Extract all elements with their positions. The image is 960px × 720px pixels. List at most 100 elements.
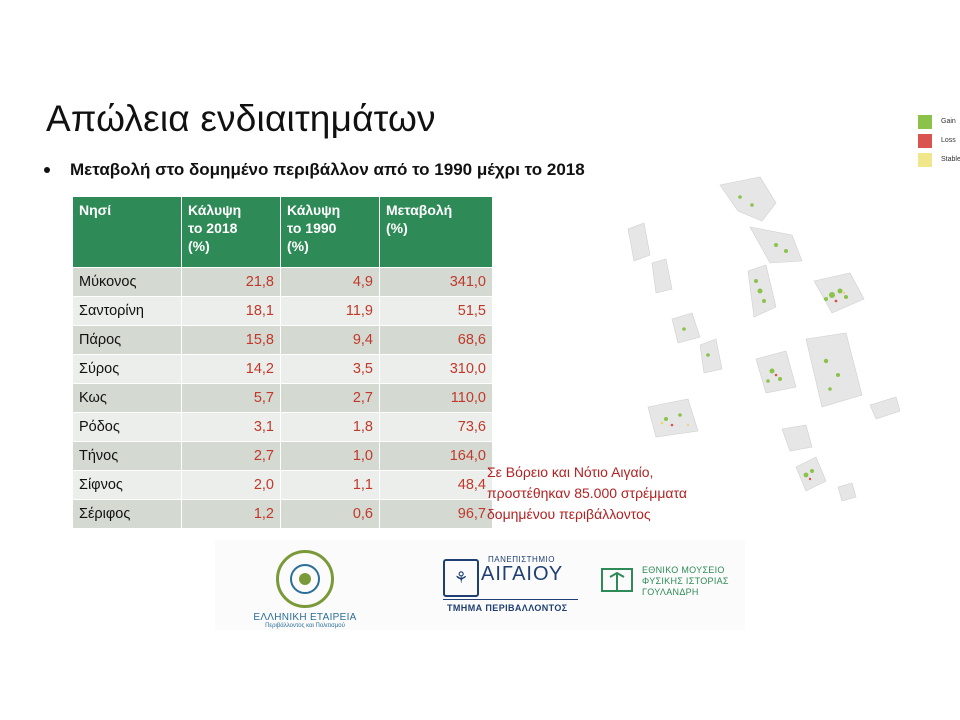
column-header-line: (%) <box>188 238 210 254</box>
mouseio-line: ΦΥΣΙΚΗΣ ΙΣΤΟΡΙΑΣ <box>642 576 729 586</box>
slide-title: Απώλεια ενδιαιτημάτων <box>46 98 436 139</box>
column-header: Κάλυψη το 2018 (%) <box>181 196 281 268</box>
value-cell: 3,1 <box>181 412 281 442</box>
note-text: Σε Βόρειο και Νότιο Αιγαίο, προστέθηκαν 8… <box>487 462 727 525</box>
value-cell: 96,7 <box>379 499 493 529</box>
value-cell: 51,5 <box>379 296 493 326</box>
island-anafi <box>837 482 857 502</box>
column-header: Μεταβολή (%) <box>379 196 493 268</box>
value-cell: 21,8 <box>181 267 281 297</box>
column-header-line: το 1990 <box>287 220 337 236</box>
bullet-icon <box>44 167 50 173</box>
table-row: Ρόδος 3,1 1,8 73,6 <box>72 412 493 442</box>
table-row: Πάρος 15,8 9,4 68,6 <box>72 325 493 355</box>
island-milos <box>647 398 699 438</box>
table-row: Σίφνος 2,0 1,1 48,4 <box>72 470 493 500</box>
mouseio-line: ΓΟΥΛΑΝΔΡΗ <box>642 587 699 597</box>
island-kythnos <box>651 258 673 294</box>
bullet-point: Μεταβολή στο δομημένο περιβάλλον από το … <box>44 160 585 180</box>
island-amorgos <box>869 396 900 420</box>
column-header: Κάλυψη το 1990 (%) <box>280 196 380 268</box>
value-cell: 164,0 <box>379 441 493 471</box>
aigaiou-line2: ΑΙΓΑΙΟΥ <box>481 563 564 585</box>
island-name-cell: Σέριφος <box>72 499 182 529</box>
column-header-line: (%) <box>386 220 408 236</box>
value-cell: 5,7 <box>181 383 281 413</box>
table-row: Σέριφος 1,2 0,6 96,7 <box>72 499 493 529</box>
value-cell: 11,9 <box>280 296 380 326</box>
island-sifnos <box>699 338 723 374</box>
value-cell: 0,6 <box>280 499 380 529</box>
mouseio-line: ΕΘΝΙΚΟ ΜΟΥΣΕΙΟ <box>642 565 725 575</box>
island-name-cell: Κως <box>72 383 182 413</box>
island-naxos <box>805 332 863 408</box>
note-line: προστέθηκαν 85.000 στρέμματα <box>487 485 687 501</box>
aigaiou-divider <box>443 599 578 600</box>
mouseio-emblem-icon <box>601 568 633 592</box>
logo-strip: ΕΛΛΗΝΙΚΗ ΕΤΑΙΡΕΙΑ Περιβάλλοντος και Πολι… <box>215 540 745 630</box>
value-cell: 4,9 <box>280 267 380 297</box>
table-row: Μύκονος 21,8 4,9 341,0 <box>72 267 493 297</box>
value-cell: 341,0 <box>379 267 493 297</box>
value-cell: 310,0 <box>379 354 493 384</box>
column-header-line: Νησί <box>79 202 112 218</box>
eliniki-name: ΕΛΛΗΝΙΚΗ ΕΤΑΙΡΕΙΑ <box>253 612 357 623</box>
value-cell: 68,6 <box>379 325 493 355</box>
island-paros <box>755 350 797 394</box>
aigaiou-emblem-icon: ⚘ <box>443 559 479 597</box>
table-row: Σύρος 14,2 3,5 310,0 <box>72 354 493 384</box>
note-line: Σε Βόρειο και Νότιο Αιγαίο, <box>487 464 654 480</box>
eliniki-etaireia-logo: ΕΛΛΗΝΙΚΗ ΕΤΑΙΡΕΙΑ Περιβάλλοντος και Πολι… <box>245 550 365 629</box>
aigaiou-line1: ΠΑΝΕΠΙΣΤΗΜΙΟ <box>488 555 555 564</box>
legend-item: Loss <box>918 131 960 150</box>
table-header-row: Νησί Κάλυψη το 2018 (%) Κάλυψη το 1990 (%) Μετα… <box>72 196 493 268</box>
column-header-line: Κάλυψη <box>188 202 242 218</box>
island-serifos <box>671 312 701 344</box>
island-name-cell: Μύκονος <box>72 267 182 297</box>
cyclades-map <box>627 176 900 502</box>
value-cell: 1,1 <box>280 470 380 500</box>
eliniki-emblem-icon <box>276 550 334 608</box>
island-name-cell: Ρόδος <box>72 412 182 442</box>
island-name-cell: Σαντορίνη <box>72 296 182 326</box>
aigaiou-line3: ΤΜΗΜΑ ΠΕΡΙΒΑΛΛΟΝΤΟΣ <box>447 603 568 613</box>
legend-label: Stable <box>941 156 960 163</box>
island-santorini <box>795 456 827 492</box>
legend-label: Loss <box>941 137 956 144</box>
island-kea <box>627 222 651 262</box>
column-header-line: το 2018 <box>188 220 238 236</box>
legend-swatch <box>918 152 932 167</box>
table-row: Κως 5,7 2,7 110,0 <box>72 383 493 413</box>
value-cell: 1,8 <box>280 412 380 442</box>
legend-label: Gain <box>941 118 956 125</box>
island-name-cell: Σύρος <box>72 354 182 384</box>
value-cell: 15,8 <box>181 325 281 355</box>
island-andros <box>719 176 777 222</box>
value-cell: 18,1 <box>181 296 281 326</box>
legend-swatch <box>918 114 932 129</box>
legend-swatch <box>918 133 932 148</box>
value-cell: 2,0 <box>181 470 281 500</box>
legend-item: Gain <box>918 112 960 131</box>
table-row: Τήνος 2,7 1,0 164,0 <box>72 441 493 471</box>
value-cell: 110,0 <box>379 383 493 413</box>
eliniki-sub: Περιβάλλοντος και Πολιτισμού <box>265 623 345 629</box>
value-cell: 3,5 <box>280 354 380 384</box>
value-cell: 73,6 <box>379 412 493 442</box>
value-cell: 2,7 <box>280 383 380 413</box>
column-header-line: (%) <box>287 238 309 254</box>
value-cell: 1,2 <box>181 499 281 529</box>
value-cell: 14,2 <box>181 354 281 384</box>
column-header: Νησί <box>72 196 182 268</box>
value-cell: 9,4 <box>280 325 380 355</box>
island-name-cell: Πάρος <box>72 325 182 355</box>
coverage-table: Νησί Κάλυψη το 2018 (%) Κάλυψη το 1990 (%) Μετα… <box>72 196 493 529</box>
value-cell: 2,7 <box>181 441 281 471</box>
island-ios <box>781 424 813 452</box>
legend-item: Stable <box>918 150 960 169</box>
table-body: Μύκονος 21,8 4,9 341,0 Σαντορίνη 18,1 11,9 51,5… <box>72 267 493 529</box>
island-name-cell: Τήνος <box>72 441 182 471</box>
bullet-text: Μεταβολή στο δομημένο περιβάλλον από το … <box>70 160 585 179</box>
island-name-cell: Σίφνος <box>72 470 182 500</box>
note-line: δομημένου περιβάλλοντος <box>487 506 651 522</box>
